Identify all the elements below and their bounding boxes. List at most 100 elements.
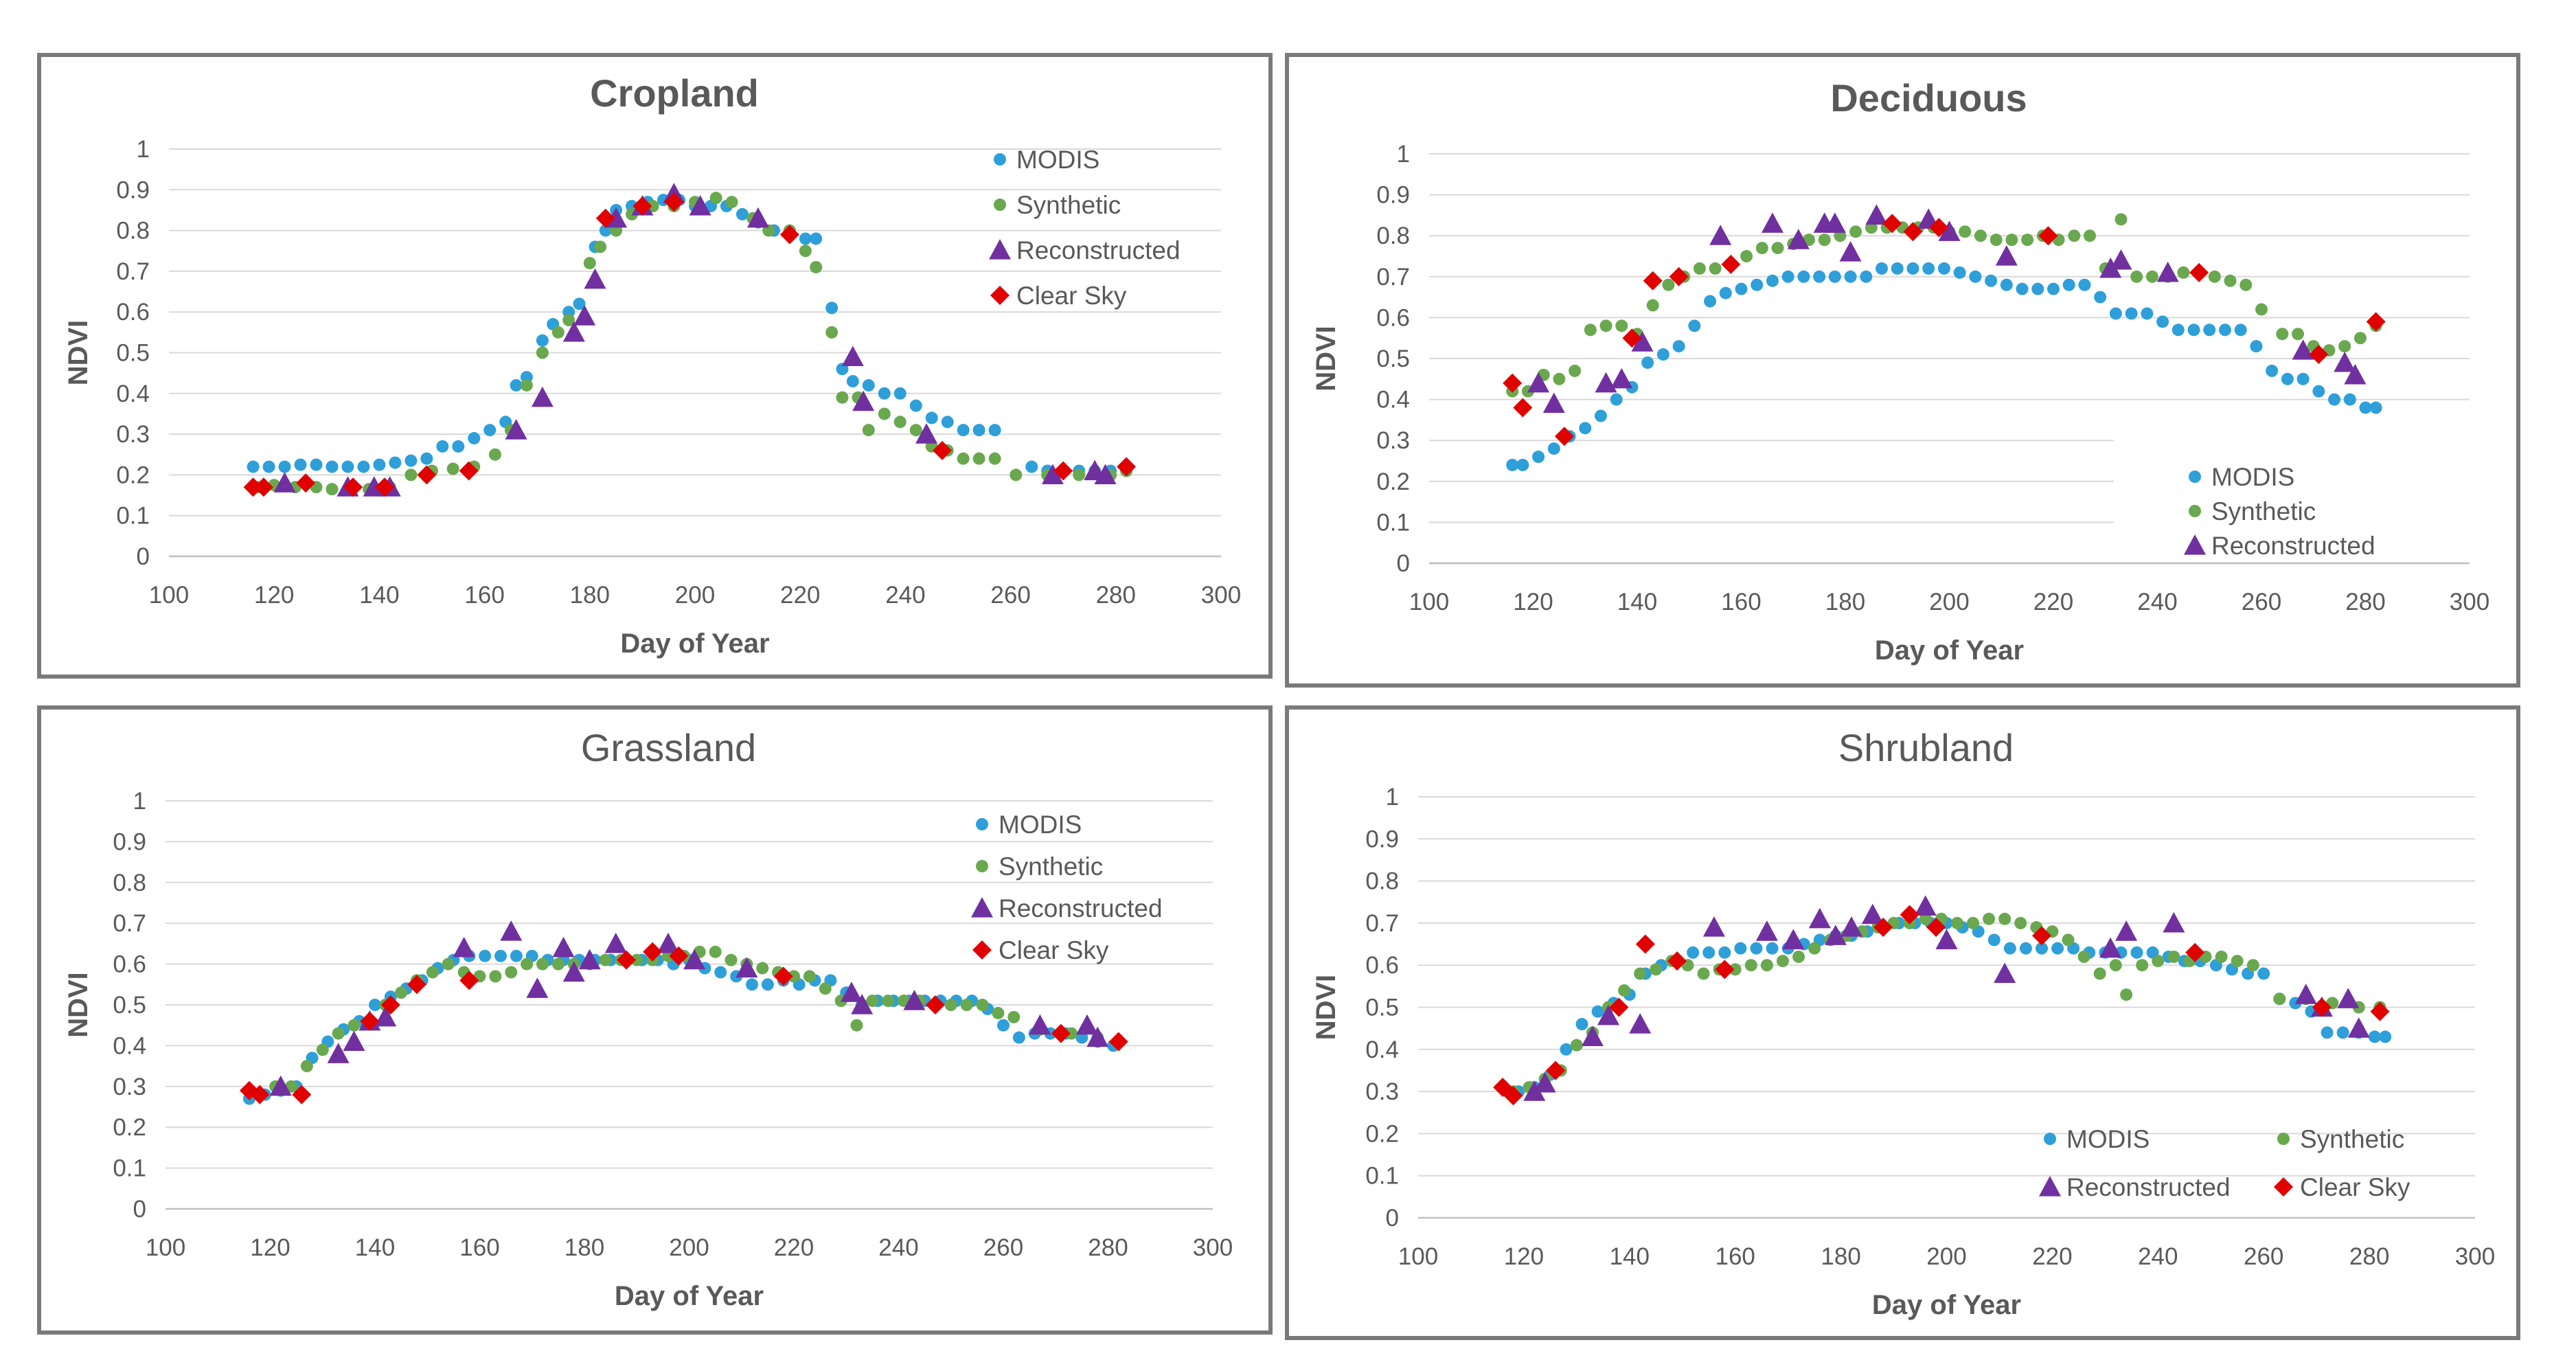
deciduous-modis-point: [1813, 270, 1826, 283]
grassland-ytick-label: 0.9: [113, 828, 146, 855]
shrubland-synthetic-point: [2246, 959, 2259, 972]
shrubland-clear-sky-point: [1546, 1061, 1566, 1080]
shrubland-ytick-label: 0: [1386, 1205, 1399, 1232]
grassland-reconstructed-point: [343, 1030, 365, 1052]
cropland-legend-marker-reconstructed: [989, 239, 1011, 260]
deciduous-synthetic-point: [2021, 234, 2034, 247]
shrubland-reconstructed-point: [1534, 1072, 1556, 1093]
shrubland-synthetic-point: [1808, 942, 1821, 955]
cropland-y-axis-title: NDVI: [63, 320, 93, 386]
deciduous-modis-point: [2109, 307, 2122, 320]
shrubland-modis-point: [1750, 942, 1763, 955]
deciduous-synthetic-point: [2239, 278, 2253, 291]
cropland-reconstructed-point: [531, 386, 554, 407]
deciduous-synthetic-point: [2255, 303, 2268, 316]
shrubland-ytick-label: 0.3: [1365, 1078, 1399, 1105]
deciduous-modis-point: [2062, 278, 2075, 291]
grassland-synthetic-point: [505, 966, 518, 979]
deciduous-modis-point: [2000, 278, 2013, 291]
shrubland-legend-label-synthetic: Synthetic: [2300, 1125, 2404, 1153]
deciduous-modis-point: [1656, 348, 1669, 361]
shrubland-ytick-label: 0.2: [1365, 1120, 1399, 1147]
cropland-synthetic-point: [825, 326, 839, 339]
shrubland-reconstructed-point: [1994, 962, 2016, 984]
shrubland-clear-sky-point: [2370, 1001, 2390, 1021]
deciduous-xtick-label: 300: [2450, 589, 2489, 615]
deciduous-xtick-label: 140: [1617, 589, 1657, 615]
grassland-synthetic-point: [1065, 1027, 1078, 1040]
shrubland-modis-point: [2336, 1026, 2349, 1039]
grassland-clear-sky-point: [360, 1011, 380, 1031]
deciduous-ytick-label: 0.2: [1376, 468, 1410, 495]
cropland-reconstructed-point: [852, 390, 875, 411]
shrubland-reconstructed-point: [2294, 984, 2317, 1004]
shrubland-xtick-label: 260: [2244, 1243, 2283, 1270]
shrubland-ytick-label: 0.6: [1365, 952, 1399, 979]
grassland-xtick-label: 280: [1088, 1234, 1128, 1261]
cropland-reconstructed-point: [562, 321, 585, 342]
deciduous-x-axis-title: Day of Year: [1875, 635, 2024, 666]
cropland-clear-sky-point: [664, 192, 684, 212]
grassland-ytick-label: 0.3: [113, 1074, 146, 1100]
deciduous-synthetic-point: [1569, 364, 1582, 377]
deciduous-reconstructed-point: [1527, 372, 1550, 393]
deciduous-xtick-label: 260: [2242, 589, 2281, 615]
shrubland-chart-title: Shrubland: [1838, 726, 2014, 769]
deciduous-reconstructed-point: [1995, 245, 2018, 266]
shrubland-modis-point: [1591, 1005, 1604, 1018]
cropland-modis-point: [510, 378, 523, 392]
deciduous-xtick-label: 100: [1409, 589, 1449, 615]
shrubland-synthetic-point: [2062, 933, 2075, 947]
grassland-synthetic-point: [960, 999, 973, 1011]
shrubland-synthetic-point: [1919, 912, 1932, 925]
shrubland-series-clear-sky: [1493, 905, 2390, 1106]
grassland-xtick-label: 220: [774, 1234, 814, 1261]
cropland-modis-point: [972, 424, 985, 437]
cropland-synthetic-point: [488, 448, 501, 461]
cropland-clear-sky-point: [1053, 461, 1073, 481]
cropland-clear-sky-point: [779, 225, 799, 245]
shrubland-xtick-label: 160: [1715, 1243, 1755, 1270]
cropland-legend-label-modis: MODIS: [1016, 146, 1099, 174]
shrubland-clear-sky-point: [1715, 960, 1735, 979]
deciduous-modis-point: [1516, 458, 1529, 471]
cropland-modis-point: [404, 454, 418, 467]
shrubland-reconstructed-point: [1861, 903, 1884, 925]
deciduous-synthetic-point: [1693, 262, 1706, 275]
cropland-synthetic-point: [520, 378, 533, 392]
grassland-ytick-label: 0.2: [113, 1114, 146, 1141]
cropland-modis-point: [878, 387, 891, 400]
shrubland-reconstructed-point: [2337, 988, 2360, 1008]
shrubland-modis-point: [2130, 946, 2143, 959]
shrubland-x-axis-title: Day of Year: [1872, 1290, 2021, 1320]
deciduous-modis-point: [2187, 324, 2200, 337]
grassland-modis-point: [997, 1019, 1010, 1032]
deciduous-synthetic-point: [1849, 225, 1862, 238]
cropland-synthetic-point: [404, 468, 418, 481]
grassland-synthetic-point: [426, 966, 439, 979]
deciduous-modis-point: [1797, 270, 1810, 283]
shrubland-synthetic-point: [2152, 955, 2165, 968]
grassland-panel-frame: [37, 705, 1273, 1335]
cropland-modis-point: [810, 232, 823, 245]
cropland-reconstructed-point: [273, 472, 296, 492]
cropland-legend-label-reconstructed: Reconstructed: [1016, 236, 1181, 264]
grassland-synthetic-point: [630, 953, 643, 966]
deciduous-clear-sky-point: [1721, 254, 1741, 274]
grassland-ytick-label: 0.6: [113, 951, 146, 978]
grassland-xtick-label: 180: [565, 1234, 604, 1261]
grassland-synthetic-point: [725, 953, 738, 966]
grassland-chart-title: Grassland: [581, 726, 756, 769]
cropland-ytick-label: 0.1: [116, 503, 150, 530]
grassland-modis-point: [479, 949, 492, 962]
deciduous-synthetic-point: [2068, 229, 2081, 242]
deciduous-clear-sky-point: [2366, 312, 2386, 332]
shrubland-synthetic-point: [2273, 993, 2286, 1006]
grassland-reconstructed-point: [604, 932, 627, 953]
deciduous-clear-sky-point: [1503, 373, 1523, 393]
shrubland-synthetic-point: [1760, 959, 1773, 972]
deciduous-modis-point: [2016, 282, 2029, 295]
shrubland-synthetic-point: [2109, 959, 2122, 972]
deciduous-modis-point: [1579, 422, 1592, 435]
grassland-synthetic-point: [1007, 1010, 1021, 1023]
